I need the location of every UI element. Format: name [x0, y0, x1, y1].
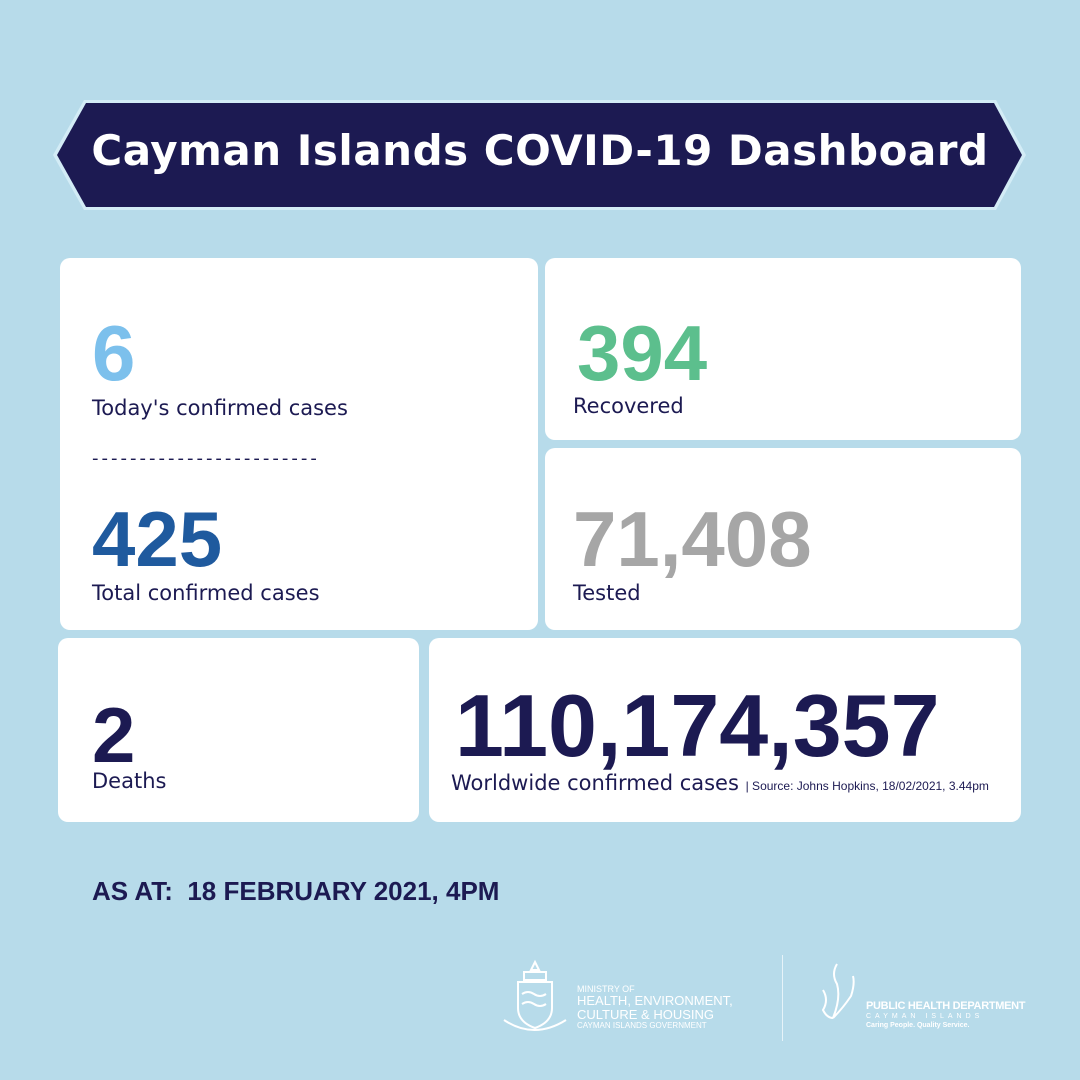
- deaths-label: Deaths: [92, 769, 167, 793]
- total-cases-value: 425: [92, 495, 223, 583]
- as-at-date: AS AT: 18 FEBRUARY 2021, 4PM: [92, 876, 500, 906]
- worldwide-card: 110,174,357 Worldwide confirmed cases | …: [429, 638, 1021, 822]
- recovered-label: Recovered: [573, 394, 684, 418]
- coat-of-arms-logo: [503, 959, 567, 1031]
- source-note: | Source: Johns Hopkins, 18/02/2021, 3.4…: [745, 779, 989, 793]
- recovered-card: 394 Recovered: [545, 258, 1021, 440]
- footer-divider: [782, 955, 783, 1041]
- worldwide-label: Worldwide confirmed cases | Source: John…: [451, 771, 989, 795]
- phd-logo-text: PUBLIC HEALTH DEPARTMENT CAYMAN ISLANDS …: [866, 1000, 1026, 1029]
- page-title: Cayman Islands COVID-19 Dashboard: [91, 126, 989, 175]
- ministry-logo-text: MINISTRY OF HEALTH, ENVIRONMENT, CULTURE…: [577, 984, 733, 1030]
- deaths-value: 2: [92, 691, 136, 779]
- separator: ------------------------: [92, 448, 320, 469]
- public-health-logo-icon: [821, 963, 855, 1019]
- cases-card: 6 Today's confirmed cases --------------…: [60, 258, 538, 630]
- worldwide-label-text: Worldwide confirmed cases: [451, 771, 739, 795]
- today-cases-label: Today's confirmed cases: [92, 396, 348, 420]
- worldwide-value: 110,174,357: [455, 676, 940, 775]
- today-cases-value: 6: [92, 309, 136, 397]
- tested-label: Tested: [573, 581, 641, 605]
- recovered-value: 394: [577, 309, 708, 397]
- deaths-card: 2 Deaths: [58, 638, 419, 822]
- tested-card: 71,408 Tested: [545, 448, 1021, 630]
- tested-value: 71,408: [573, 495, 812, 583]
- total-cases-label: Total confirmed cases: [92, 581, 320, 605]
